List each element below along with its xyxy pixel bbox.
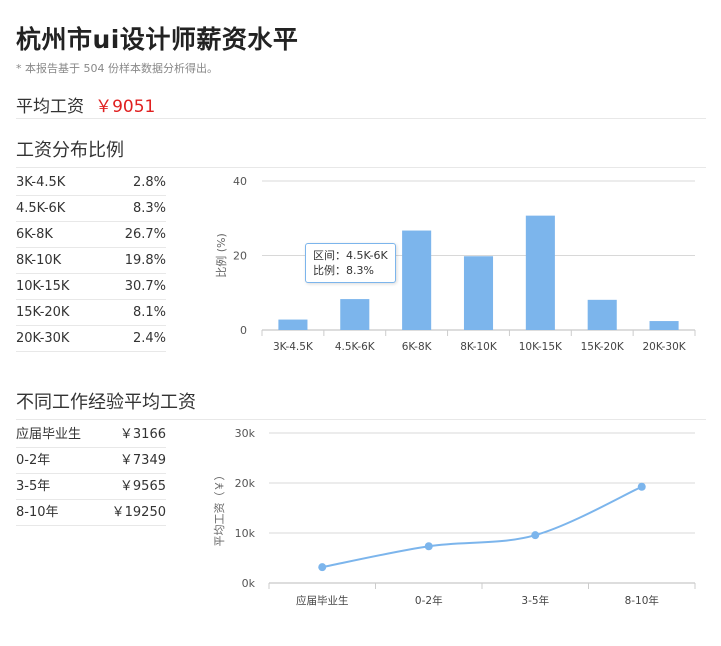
distribution-row-value: 26.7% xyxy=(124,227,166,242)
data-point xyxy=(531,531,540,540)
bar xyxy=(649,321,679,330)
x-tick-label: 3K-4.5K xyxy=(273,341,314,353)
distribution-row: 3K-4.5K 2.8% xyxy=(16,170,166,196)
distribution-row-label: 8K-10K xyxy=(16,253,62,268)
bar xyxy=(525,215,555,330)
tooltip-ratio: 比例：8.3% xyxy=(313,264,374,277)
x-tick-label: 15K-20K xyxy=(581,341,625,353)
y-axis-label: 比例 (%) xyxy=(214,233,228,278)
experience-table: 应届毕业生 ￥3166 0-2年 ￥7349 3-5年 ￥9565 8-10年 ￥19250 xyxy=(16,422,166,526)
distribution-row-label: 4.5K-6K xyxy=(16,201,66,216)
x-tick-label: 应届毕业生 xyxy=(296,594,349,607)
experience-row: 8-10年 ￥19250 xyxy=(16,500,166,526)
bar xyxy=(340,299,370,330)
data-point xyxy=(318,563,327,572)
data-point xyxy=(424,542,433,551)
distribution-row-value: 19.8% xyxy=(124,253,166,268)
distribution-row-value: 2.8% xyxy=(132,175,166,190)
series-line xyxy=(322,485,643,569)
bar xyxy=(402,230,432,330)
distribution-section-title: 工资分布比例 xyxy=(16,136,706,168)
distribution-row-label: 3K-4.5K xyxy=(16,175,66,190)
distribution-row: 4.5K-6K 8.3% xyxy=(16,196,166,222)
distribution-row-value: 8.1% xyxy=(132,305,166,320)
experience-row-value: ￥7349 xyxy=(119,453,166,468)
distribution-row: 15K-20K 8.1% xyxy=(16,300,166,326)
experience-row-label: 应届毕业生 xyxy=(16,427,82,442)
experience-section-title: 不同工作经验平均工资 xyxy=(16,388,706,420)
y-tick-label: 10k xyxy=(235,527,256,540)
experience-row-label: 8-10年 xyxy=(16,505,59,520)
data-point xyxy=(637,482,646,491)
distribution-row-value: 8.3% xyxy=(132,201,166,216)
experience-row: 3-5年 ￥9565 xyxy=(16,474,166,500)
experience-row-label: 0-2年 xyxy=(16,453,51,468)
distribution-row-value: 2.4% xyxy=(132,331,166,346)
y-tick-label: 0 xyxy=(240,324,247,337)
distribution-row: 8K-10K 19.8% xyxy=(16,248,166,274)
x-tick-label: 20K-30K xyxy=(642,341,686,353)
distribution-table: 3K-4.5K 2.8% 4.5K-6K 8.3% 6K-8K 26.7% 8K-10K 19… xyxy=(16,170,166,352)
chart-tooltip: 区间：4.5K-6K 比例：8.3% xyxy=(305,243,396,283)
x-tick-label: 4.5K-6K xyxy=(335,341,376,353)
distribution-row-label: 10K-15K xyxy=(16,279,70,294)
sample-note: * 本报告基于 504 份样本数据分析得出。 xyxy=(16,62,218,75)
x-tick-label: 8K-10K xyxy=(460,341,498,353)
experience-row: 应届毕业生 ￥3166 xyxy=(16,422,166,448)
x-tick-label: 8-10年 xyxy=(625,594,659,607)
y-tick-label: 0k xyxy=(242,577,256,590)
x-tick-label: 0-2年 xyxy=(415,594,443,607)
distribution-row: 6K-8K 26.7% xyxy=(16,222,166,248)
experience-row-value: ￥3166 xyxy=(119,427,166,442)
bar xyxy=(587,299,617,330)
average-salary-label: 平均工资 xyxy=(16,97,84,117)
y-tick-label: 40 xyxy=(233,175,247,188)
distribution-row: 20K-30K 2.4% xyxy=(16,326,166,352)
bar xyxy=(278,319,308,330)
experience-salary-chart: 0k 10k 20k 30k 平均工资（￥） 应届毕业生 0-2年 3-5年 8-10年 xyxy=(213,427,696,607)
y-tick-label: 20k xyxy=(235,477,256,490)
x-tick-label: 10K-15K xyxy=(519,341,563,353)
distribution-row-label: 15K-20K xyxy=(16,305,70,320)
distribution-row-label: 6K-8K xyxy=(16,227,53,242)
x-tick-label: 6K-8K xyxy=(402,341,433,353)
average-salary-value: ￥9051 xyxy=(95,97,156,117)
bar xyxy=(463,256,494,330)
experience-row-value: ￥19250 xyxy=(111,505,166,520)
y-tick-label: 30k xyxy=(235,427,256,440)
page-title: 杭州市ui设计师薪资水平 xyxy=(16,25,299,54)
distribution-row: 10K-15K 30.7% xyxy=(16,274,166,300)
experience-row-value: ￥9565 xyxy=(119,479,166,494)
distribution-row-label: 20K-30K xyxy=(16,331,70,346)
y-tick-label: 20 xyxy=(233,250,247,263)
experience-row-label: 3-5年 xyxy=(16,479,51,494)
x-tick-label: 3-5年 xyxy=(521,594,549,607)
salary-distribution-chart: 0 20 40 比例 (%) 3K-4.5K 4.5K-6K 6K-8K 8K-10K 10K-… xyxy=(214,175,696,353)
y-axis-label: 平均工资（￥） xyxy=(213,470,226,547)
experience-row: 0-2年 ￥7349 xyxy=(16,448,166,474)
tooltip-range: 区间：4.5K-6K xyxy=(313,249,388,262)
average-salary-row: 平均工资 ￥9051 xyxy=(16,92,706,119)
distribution-row-value: 30.7% xyxy=(124,279,166,294)
